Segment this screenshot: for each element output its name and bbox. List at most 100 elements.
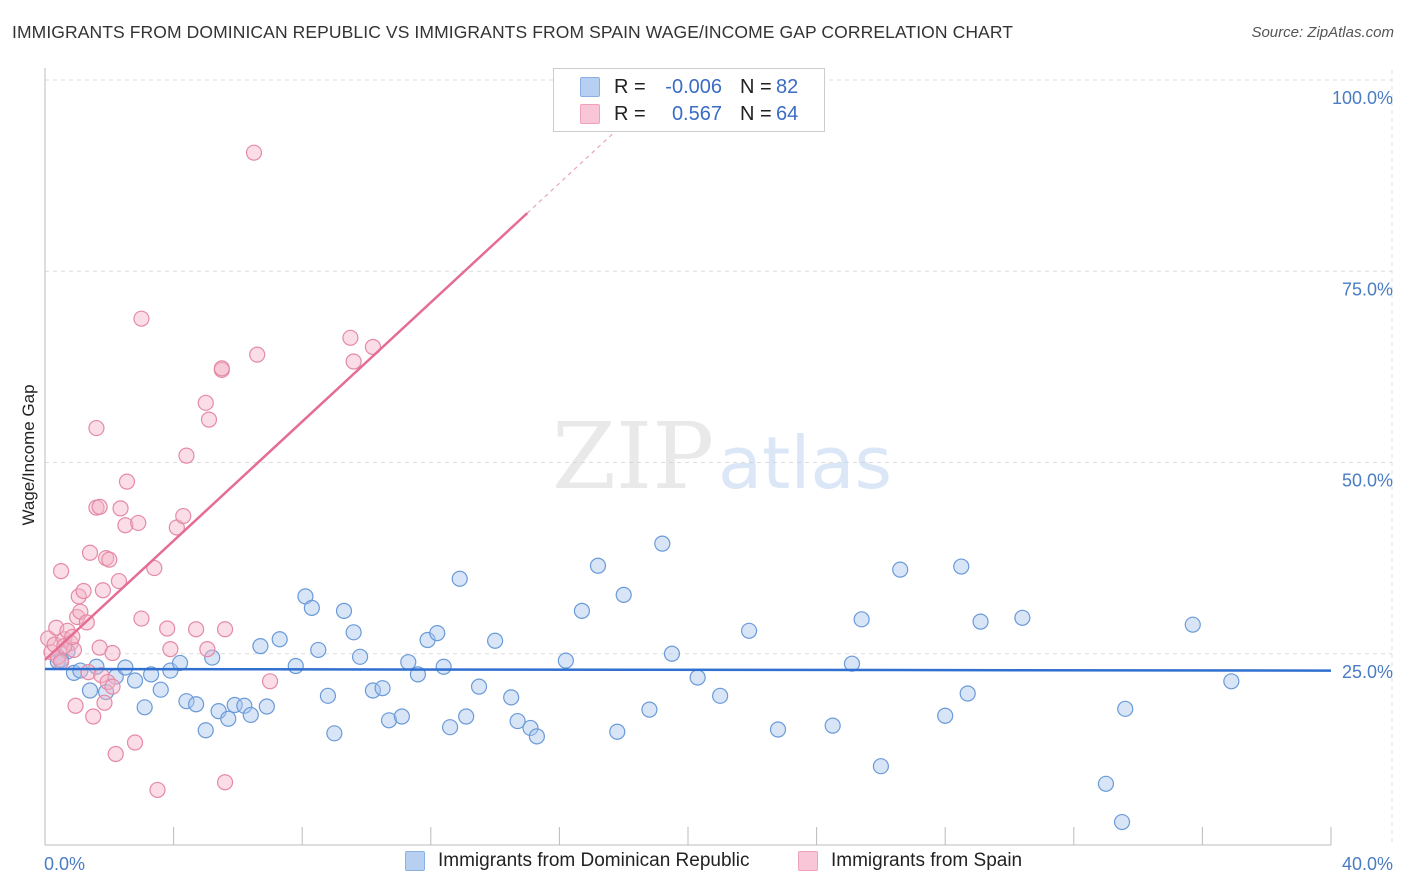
dominican-point <box>1113 813 1131 831</box>
dominican-point <box>769 721 787 738</box>
spain-point <box>85 708 102 725</box>
spain-point <box>130 514 147 532</box>
legend-row-spain: R = 0.567 N = 64 <box>554 100 798 128</box>
watermark-zip: ZIP <box>552 403 714 510</box>
spain-point <box>104 644 121 662</box>
legend-label-spain: Immigrants from Spain <box>831 850 1023 871</box>
legend-n-value: 82 <box>776 75 799 98</box>
spain-point <box>345 353 362 370</box>
legend-r-value: 0.567 <box>671 102 722 125</box>
spain-point <box>149 781 166 799</box>
dominican-point <box>451 570 468 587</box>
dominican-point <box>959 685 976 702</box>
x-tick-labels: 0.0% 40.0% <box>44 854 1393 874</box>
spain-point <box>159 620 176 637</box>
dominican-point <box>528 728 545 745</box>
dominican-point <box>589 557 607 574</box>
spain-point <box>245 144 263 161</box>
legend-swatch-dominican <box>580 77 600 97</box>
dominican-point <box>953 558 970 575</box>
dominican-point <box>88 658 105 675</box>
dominican-point <box>972 613 989 630</box>
dominican-point <box>252 637 269 655</box>
spain-point <box>216 621 234 638</box>
dominican-point <box>152 681 169 698</box>
legend-item-dominican[interactable]: Immigrants from Dominican Republic <box>405 850 750 872</box>
dominican-point <box>220 710 237 727</box>
spain-point <box>133 310 150 327</box>
spain-point <box>75 582 92 600</box>
dominican-point <box>522 719 539 737</box>
x-tick-label: 0.0% <box>44 854 85 874</box>
dominican-point <box>271 631 288 648</box>
spain-point <box>249 346 266 363</box>
dominican-point <box>380 712 398 729</box>
dominican-point <box>509 712 526 730</box>
dominican-point <box>1223 673 1240 690</box>
dominican-point <box>441 719 459 736</box>
dominican-point <box>258 698 275 715</box>
dominican-point <box>824 717 841 734</box>
dominican-point <box>242 706 259 724</box>
dominican-point <box>937 707 954 724</box>
spain-point <box>213 360 230 377</box>
dominican-point <box>641 701 658 718</box>
spain-point <box>126 734 144 751</box>
dominican-point <box>470 678 488 695</box>
dominican-point <box>503 689 520 706</box>
trend-line-spain <box>44 212 529 661</box>
spain-point <box>261 673 279 690</box>
spain-point <box>117 517 134 534</box>
spain-point <box>81 544 99 561</box>
dominican-point <box>178 693 195 710</box>
dominican-point <box>335 602 353 620</box>
dominican-point <box>81 682 99 699</box>
dominican-point <box>364 682 382 699</box>
spain-point <box>52 563 70 580</box>
x-tick-label: 40.0% <box>1342 854 1393 874</box>
dominican-point <box>1184 616 1201 633</box>
spain-point <box>197 394 214 411</box>
y-axis-label: Wage/Income Gap <box>19 384 38 525</box>
source-label: Source: ZipAtlas.com <box>1251 24 1394 41</box>
spain-point <box>146 559 163 577</box>
spain-point <box>199 641 216 658</box>
trend-line-spain-extension <box>526 120 628 214</box>
spain-point <box>96 694 113 711</box>
legend-n-label: N = <box>740 75 772 98</box>
spain-point <box>216 774 234 791</box>
dominican-point <box>374 680 391 697</box>
dominican-point <box>689 669 706 686</box>
correlation-legend: R = -0.006 N = 82 R = 0.567 N = 64 <box>553 68 825 132</box>
dominican-point <box>1097 775 1115 792</box>
dominican-point <box>326 725 343 742</box>
dominican-point <box>117 659 134 676</box>
legend-item-spain[interactable]: Immigrants from Spain <box>798 850 1022 872</box>
spain-point <box>64 628 81 646</box>
dominican-point <box>487 632 504 649</box>
dominican-point <box>740 622 758 639</box>
legend-row-dominican: R = -0.006 N = 82 <box>554 73 798 101</box>
dominican-point <box>319 687 337 704</box>
y-tick-label: 75.0% <box>1342 279 1393 299</box>
spain-point <box>110 572 128 590</box>
y-tick-label: 100.0% <box>1332 88 1393 108</box>
dominican-point <box>435 658 452 675</box>
dominican-point <box>429 624 446 642</box>
spain-point <box>67 697 84 714</box>
spain-point <box>112 500 129 517</box>
spain-point <box>162 641 179 658</box>
dominican-point <box>126 672 144 689</box>
legend-r-value: -0.006 <box>665 75 722 98</box>
spain-point <box>107 745 124 763</box>
dominican-point <box>351 648 369 665</box>
legend-swatch-spain <box>798 851 818 871</box>
dominican-point <box>853 611 870 628</box>
legend-r-label: R = <box>614 75 646 98</box>
spain-point <box>133 610 150 627</box>
spain-point <box>200 411 218 428</box>
spain-point <box>118 473 136 490</box>
y-tick-label: 25.0% <box>1342 662 1393 682</box>
spain-point <box>342 329 359 346</box>
